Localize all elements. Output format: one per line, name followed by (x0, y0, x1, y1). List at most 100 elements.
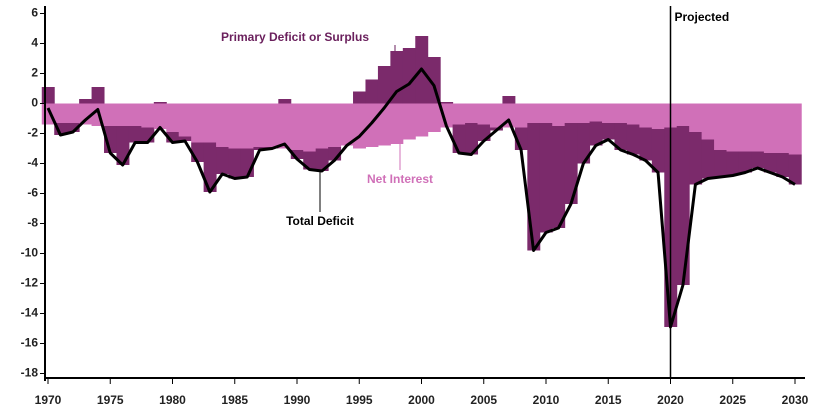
area-step (514, 103, 528, 128)
area-step (477, 103, 491, 125)
area-step (676, 126, 690, 285)
area-step (651, 129, 665, 173)
area-step (639, 103, 653, 128)
y-tick-label: -8 (27, 216, 38, 230)
area-step (315, 148, 329, 171)
area-step (166, 132, 180, 143)
area-step (265, 103, 279, 147)
area-step (91, 87, 105, 104)
area-step (465, 123, 479, 155)
area-step (178, 103, 192, 137)
area-step (776, 153, 790, 177)
area-step (216, 147, 230, 174)
x-tick-label: 2030 (782, 393, 809, 407)
area-step (427, 103, 441, 132)
primary-label: Primary Deficit or Surplus (221, 30, 369, 44)
y-tick-label: -4 (27, 156, 38, 170)
area-step (651, 103, 665, 129)
area-step (527, 103, 541, 123)
area-step (303, 151, 317, 170)
area-step (278, 103, 292, 149)
area-step (79, 103, 93, 125)
x-tick-label: 2005 (470, 393, 497, 407)
area-step (452, 103, 466, 125)
area-step (763, 153, 777, 173)
area-step (452, 124, 466, 153)
area-step (614, 123, 628, 150)
area-step (489, 103, 503, 128)
x-tick-label: 2025 (719, 393, 746, 407)
area-step (726, 103, 740, 152)
y-tick-label: -12 (21, 276, 39, 290)
x-tick-label: 2000 (408, 393, 435, 407)
area-step (116, 126, 130, 165)
area-step (315, 103, 329, 149)
area-step (303, 103, 317, 152)
area-step (166, 103, 180, 132)
area-step (128, 126, 142, 143)
area-step (738, 103, 752, 152)
x-tick-label: 1980 (159, 393, 186, 407)
area-step (465, 103, 479, 123)
area-step (278, 99, 292, 104)
area-step (402, 103, 416, 140)
area-step (577, 103, 591, 123)
area-step (191, 103, 205, 143)
area-step (104, 103, 117, 126)
y-tick-label: -10 (21, 246, 39, 260)
area-step (116, 103, 130, 126)
area-step (564, 103, 578, 123)
area-step (626, 124, 640, 155)
x-tick-label: 2010 (533, 393, 560, 407)
y-tick-label: -18 (21, 366, 39, 380)
area-step (41, 87, 55, 104)
area-step (676, 103, 690, 126)
area-step (365, 79, 379, 104)
area-step (66, 103, 80, 123)
area-step (689, 103, 703, 132)
area-step (415, 103, 429, 137)
area-step (614, 103, 628, 123)
area-step (552, 126, 566, 228)
area-step (128, 103, 142, 126)
area-step (328, 103, 342, 147)
area-step (240, 148, 254, 177)
area-step (290, 150, 304, 159)
x-tick-label: 2020 (657, 393, 684, 407)
area-step (564, 123, 578, 204)
area-step (602, 103, 615, 123)
y-tick-label: -16 (21, 336, 39, 350)
area-step (639, 127, 653, 161)
y-tick-label: 2 (31, 66, 38, 80)
x-tick-label: 1975 (97, 393, 124, 407)
area-step (539, 123, 553, 233)
area-step (377, 103, 391, 146)
area-step (539, 103, 553, 123)
area-step (763, 103, 777, 153)
y-tick-label: 4 (31, 36, 38, 50)
area-step (253, 103, 267, 147)
projection-label: Projected (675, 10, 730, 24)
area-step (54, 103, 68, 123)
area-step (751, 151, 765, 168)
area-step (689, 132, 703, 185)
area-step (552, 103, 566, 126)
y-tick-label: -2 (27, 126, 38, 140)
x-tick-label: 1995 (346, 393, 373, 407)
area-step (228, 148, 242, 179)
area-step (701, 139, 715, 179)
area-step (228, 103, 242, 149)
area-step (216, 103, 230, 147)
area-step (79, 99, 93, 104)
total-label: Total Deficit (286, 214, 354, 228)
area-step (440, 103, 454, 128)
area-step (726, 151, 740, 176)
area-step (353, 103, 366, 149)
area-step (577, 123, 591, 164)
area-step (589, 103, 603, 122)
area-step (290, 103, 304, 150)
area-step (788, 154, 802, 185)
area-step (776, 103, 790, 153)
area-step (589, 121, 603, 146)
